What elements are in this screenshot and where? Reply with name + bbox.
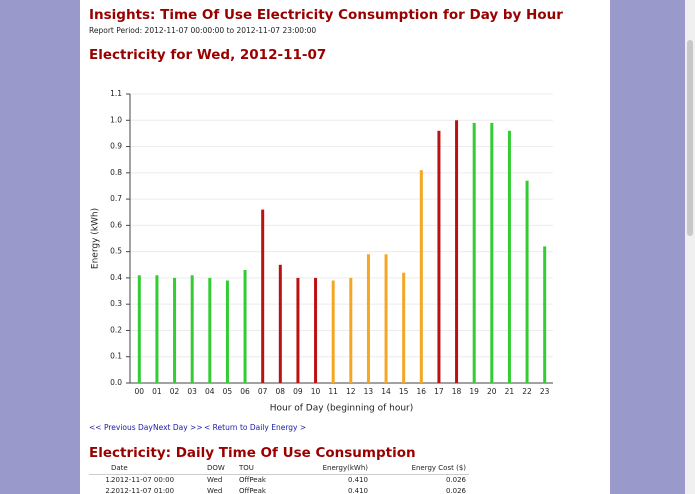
table-cell: 1. bbox=[105, 476, 112, 484]
x-tick-label: 23 bbox=[540, 387, 550, 396]
bar bbox=[278, 264, 282, 383]
bar bbox=[314, 277, 318, 383]
bar bbox=[419, 170, 423, 383]
bar bbox=[384, 254, 388, 383]
bar bbox=[543, 246, 547, 383]
y-tick-label: 0.4 bbox=[110, 273, 122, 282]
x-tick-label: 16 bbox=[417, 387, 427, 396]
y-tick-label: 1.1 bbox=[110, 89, 122, 98]
bar bbox=[490, 122, 494, 384]
x-tick-label: 10 bbox=[311, 387, 321, 396]
bar bbox=[402, 272, 406, 383]
content-panel bbox=[80, 0, 610, 494]
table-cell: 2012-11-07 00:00 bbox=[111, 476, 175, 484]
table-cell: Wed bbox=[207, 476, 223, 484]
column-header: Energy(kWh) bbox=[322, 464, 368, 472]
y-tick-label: 0.1 bbox=[110, 352, 122, 361]
bar bbox=[155, 275, 159, 383]
x-tick-label: 22 bbox=[522, 387, 532, 396]
y-tick-label: 0.5 bbox=[110, 247, 122, 256]
table-cell: OffPeak bbox=[239, 487, 266, 494]
x-axis-label: Hour of Day (beginning of hour) bbox=[270, 404, 414, 414]
x-tick-label: 12 bbox=[346, 387, 356, 396]
table-cell: Wed bbox=[207, 487, 223, 494]
bar bbox=[455, 120, 459, 383]
bar bbox=[137, 275, 141, 383]
table-cell: 0.026 bbox=[445, 476, 466, 484]
x-tick-label: 09 bbox=[293, 387, 303, 396]
column-header: Energy Cost ($) bbox=[411, 464, 466, 472]
bar bbox=[225, 280, 229, 383]
x-tick-label: 19 bbox=[469, 387, 479, 396]
x-tick-label: 21 bbox=[505, 387, 515, 396]
column-header: Date bbox=[111, 464, 128, 472]
scrollbar[interactable] bbox=[685, 0, 695, 494]
y-axis-label: Energy (kWh) bbox=[91, 208, 101, 269]
bar bbox=[208, 277, 212, 383]
bar bbox=[507, 130, 511, 383]
bar bbox=[261, 209, 265, 383]
bar bbox=[437, 130, 441, 383]
x-tick-label: 15 bbox=[399, 387, 409, 396]
y-tick-label: 1.0 bbox=[110, 115, 122, 124]
x-tick-label: 07 bbox=[258, 387, 268, 396]
table-cell: 2012-11-07 01:00 bbox=[111, 487, 175, 494]
report-period: Report Period: 2012-11-07 00:00:00 to 20… bbox=[89, 26, 317, 35]
header-rule bbox=[89, 474, 469, 475]
table-cell: 0.026 bbox=[445, 487, 466, 494]
previous-day-link[interactable]: << Previous Day bbox=[89, 423, 153, 432]
x-tick-label: 05 bbox=[223, 387, 233, 396]
column-header: DOW bbox=[207, 464, 225, 472]
chart-title: Electricity for Wed, 2012-11-07 bbox=[89, 47, 327, 63]
y-tick-label: 0.2 bbox=[110, 325, 122, 334]
bar bbox=[296, 277, 300, 383]
chart: 0.0 0.1 0.2 0.3 0.4 0.5 0.6 0.7 0.8 0.9 1.0 1.1 00 01… bbox=[91, 89, 553, 414]
next-day-link[interactable]: Next Day >> bbox=[153, 423, 203, 432]
x-tick-label: 06 bbox=[240, 387, 250, 396]
x-tick-label: 04 bbox=[205, 387, 215, 396]
table-cell: 0.410 bbox=[347, 487, 368, 494]
bar bbox=[366, 254, 370, 383]
table-cell: 0.410 bbox=[347, 476, 368, 484]
bar bbox=[349, 277, 353, 383]
x-tick-label: 03 bbox=[187, 387, 197, 396]
x-tick-label: 02 bbox=[170, 387, 180, 396]
page-title: Insights: Time Of Use Electricity Consum… bbox=[89, 7, 563, 23]
scrollbar-thumb[interactable] bbox=[687, 40, 693, 236]
table-cell: 2. bbox=[105, 487, 112, 494]
x-tick-label: 20 bbox=[487, 387, 497, 396]
table-title: Electricity: Daily Time Of Use Consumpti… bbox=[89, 445, 416, 461]
table-cell: OffPeak bbox=[239, 476, 266, 484]
x-tick-label: 00 bbox=[135, 387, 145, 396]
y-tick-label: 0.6 bbox=[110, 220, 122, 229]
x-tick-label: 13 bbox=[364, 387, 374, 396]
y-tick-label: 0.7 bbox=[110, 194, 122, 203]
return-link[interactable]: < Return to Daily Energy > bbox=[204, 423, 307, 432]
bar bbox=[331, 280, 335, 383]
x-tick-label: 11 bbox=[328, 387, 338, 396]
x-tick-label: 18 bbox=[452, 387, 462, 396]
y-tick-label: 0.3 bbox=[110, 299, 122, 308]
bar bbox=[525, 180, 529, 383]
y-tick-label: 0.8 bbox=[110, 168, 122, 177]
y-tick-label: 0.0 bbox=[110, 378, 122, 387]
column-header: TOU bbox=[239, 464, 254, 472]
bar bbox=[243, 270, 247, 383]
x-tick-label: 08 bbox=[276, 387, 286, 396]
bar bbox=[190, 275, 194, 383]
bar bbox=[472, 122, 476, 384]
bar bbox=[173, 277, 177, 383]
x-tick-label: 17 bbox=[434, 387, 444, 396]
x-tick-label: 01 bbox=[152, 387, 162, 396]
x-tick-label: 14 bbox=[381, 387, 391, 396]
y-tick-label: 0.9 bbox=[110, 142, 122, 151]
